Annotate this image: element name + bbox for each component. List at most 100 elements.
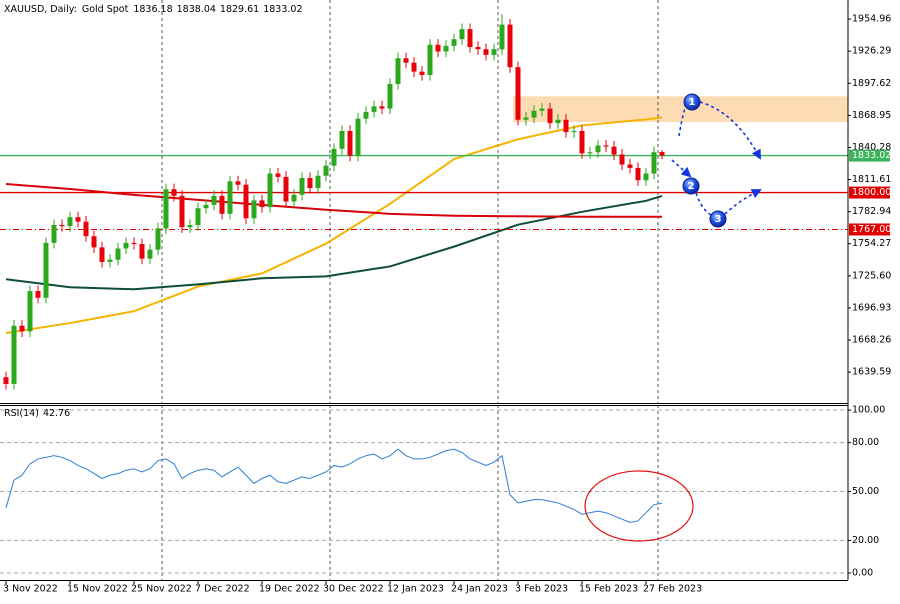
y-tick-label: 0.00	[852, 567, 873, 578]
price-level-label: 1800.00	[852, 187, 891, 198]
x-tick-label: 24 Jan 2023	[451, 584, 508, 595]
arrow	[699, 101, 761, 160]
candle-body	[107, 259, 113, 262]
candle-body	[403, 58, 409, 63]
y-tick-label: 100.00	[852, 405, 885, 416]
moving-average	[5, 116, 663, 335]
point-marker	[709, 210, 727, 228]
candle-body	[547, 108, 553, 124]
candle-body	[659, 152, 665, 156]
rsi-line	[5, 448, 663, 524]
candle-body	[427, 44, 433, 76]
candle-body	[67, 217, 73, 227]
high-value: 1838.04	[177, 4, 216, 15]
candle-body	[323, 165, 329, 176]
candle-body	[243, 184, 249, 219]
price-level-box	[849, 223, 890, 236]
arrow	[724, 189, 762, 215]
point-number: 3	[715, 214, 722, 225]
x-tick-label: 25 Nov 2022	[131, 584, 192, 595]
candle-body	[467, 29, 473, 48]
resistance-zone	[513, 96, 848, 123]
candle-body	[299, 177, 305, 195]
candle-body	[139, 244, 145, 259]
candle-body	[483, 49, 489, 55]
point-number: 2	[688, 181, 695, 192]
candle-body	[19, 325, 25, 332]
x-tick-label: 30 Dec 2022	[323, 584, 384, 595]
arrow	[695, 192, 712, 216]
point-marker	[682, 177, 700, 195]
candle-body	[347, 130, 353, 156]
low-value: 1829.61	[220, 4, 259, 15]
candle-body	[27, 291, 33, 332]
candle-body	[259, 200, 265, 208]
x-tick-label: 7 Dec 2022	[195, 584, 250, 595]
price-level-box	[849, 149, 890, 162]
candle-body	[515, 67, 521, 120]
candle-body	[579, 130, 585, 154]
y-tick-label: 1696.93	[852, 302, 891, 313]
candle-body	[11, 325, 17, 384]
candle-body	[475, 47, 481, 50]
line-layer	[0, 116, 848, 524]
y-tick-label: 1897.62	[852, 78, 891, 89]
arrow	[678, 105, 687, 137]
y-tick-label: 80.00	[852, 437, 879, 448]
candle-body	[267, 173, 273, 208]
arrow	[671, 159, 692, 178]
open-value: 1836.18	[133, 4, 172, 15]
candle-body	[43, 242, 49, 298]
candle-body	[331, 148, 337, 166]
candle-body	[603, 145, 609, 147]
candle-body	[363, 111, 369, 119]
price-level-box	[849, 186, 890, 199]
x-tick-label: 27 Feb 2023	[643, 584, 702, 595]
candle-body	[619, 154, 625, 165]
close-value: 1833.02	[263, 4, 302, 15]
candle-body	[75, 217, 81, 222]
y-tick-label: 1954.96	[852, 14, 891, 25]
candle-body	[611, 146, 617, 155]
candle-body	[539, 108, 545, 111]
candle-body	[339, 130, 345, 149]
candle-body	[459, 29, 465, 40]
candle-body	[59, 225, 65, 227]
candle-body	[211, 195, 217, 205]
candle-body	[635, 167, 641, 181]
rsi-value: 42.76	[43, 408, 70, 419]
y-tick-label: 1926.29	[852, 46, 891, 57]
y-tick-label: 1668.26	[852, 335, 891, 346]
candle-body	[179, 195, 185, 228]
candle-body	[235, 181, 241, 185]
candle-body	[379, 106, 385, 109]
candle-body	[523, 117, 529, 120]
candle-body	[155, 228, 161, 250]
candle-body	[627, 164, 633, 168]
x-tick-label: 19 Dec 2022	[259, 584, 320, 595]
point-number: 1	[689, 97, 696, 108]
y-tick-label: 1754.27	[852, 238, 891, 249]
candle-body	[355, 118, 361, 156]
zone-layer	[513, 96, 848, 123]
candle-body	[163, 189, 169, 229]
x-tick-label: 12 Jan 2023	[387, 584, 444, 595]
candle-body	[643, 173, 649, 181]
candle-body	[395, 58, 401, 84]
x-tick-label: 15 Nov 2022	[67, 584, 128, 595]
y-tick-label: 1725.60	[852, 270, 891, 281]
candle-body	[307, 177, 313, 189]
candle-body	[371, 106, 377, 112]
candle-body	[451, 39, 457, 46]
candle-body	[35, 291, 41, 298]
candle-body	[651, 152, 657, 174]
price-level-label: 1767.00	[852, 224, 891, 235]
rsi-name: RSI(14)	[4, 408, 39, 419]
y-tick-label: 50.00	[852, 486, 879, 497]
candle-body	[99, 247, 105, 262]
candle-body	[491, 49, 497, 55]
candle-body	[435, 44, 441, 52]
candle-body	[275, 173, 281, 177]
candle-body	[419, 71, 425, 76]
